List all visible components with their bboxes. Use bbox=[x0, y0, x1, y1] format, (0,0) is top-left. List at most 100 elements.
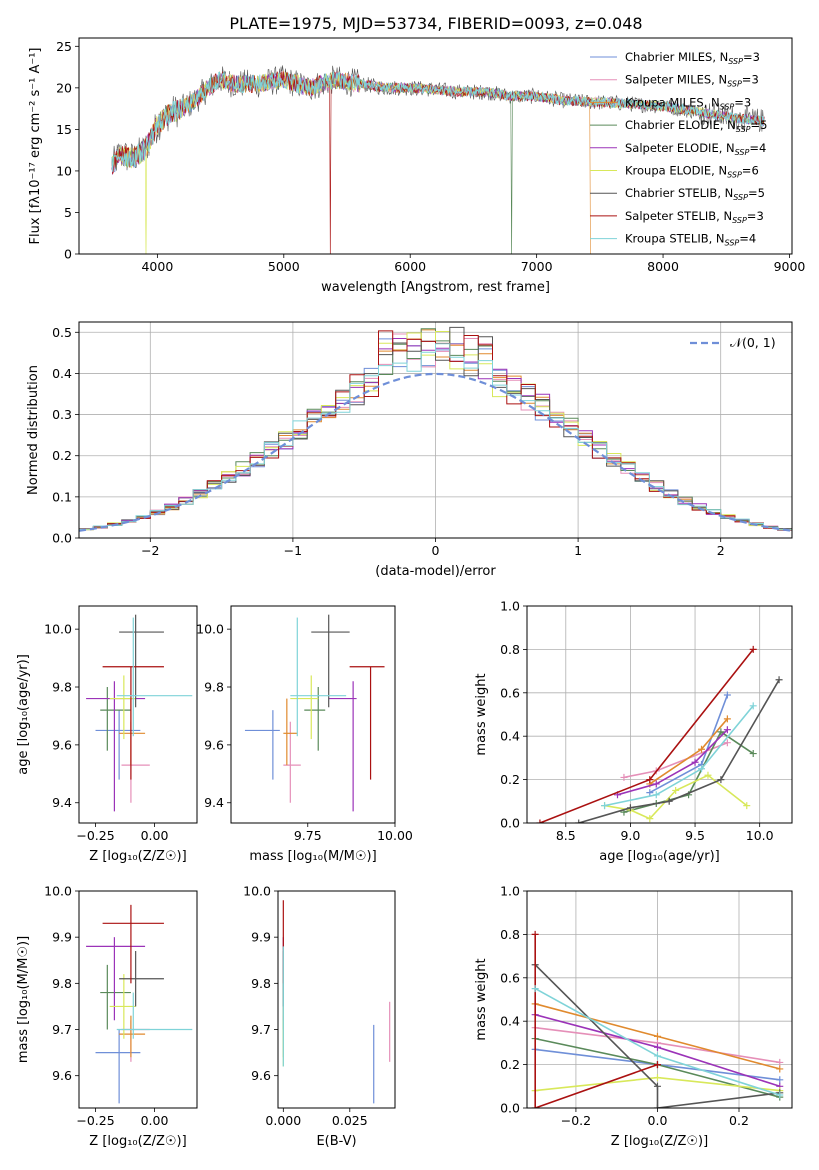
y-axis-label: mass [log₁₀(M/M☉)] bbox=[16, 936, 31, 1063]
plot-area bbox=[111, 65, 765, 254]
legend-n-value: = bbox=[742, 73, 752, 87]
legend-nssp: 6 bbox=[751, 164, 758, 178]
series-marker bbox=[646, 776, 654, 784]
y-tick-label: 10.0 bbox=[44, 884, 72, 899]
x-tick-label: 0.2 bbox=[729, 1113, 749, 1128]
series-2 bbox=[646, 715, 731, 788]
legend-label-8: Kroupa STELIB, NSSP=4 bbox=[625, 232, 756, 248]
ticks: −2 −1 0 1 2 0.0 0.1 0.2 0.3 0.4 0.5 bbox=[52, 325, 725, 558]
series-marker bbox=[723, 715, 731, 723]
y-tick-label: 9.6 bbox=[52, 1068, 72, 1083]
legend-label-normal: 𝒩(0, 1) bbox=[730, 335, 776, 350]
legend-ssp-subscript: SSP bbox=[733, 193, 748, 202]
errorbar-point-2 bbox=[119, 698, 146, 766]
series-4 bbox=[613, 726, 731, 799]
x-tick-label: −2 bbox=[141, 543, 159, 558]
y-tick-label: 0.4 bbox=[52, 366, 72, 381]
y-tick-label: 9.8 bbox=[52, 680, 72, 695]
x-tick-label: 9.5 bbox=[685, 828, 705, 843]
y-tick-label: 25 bbox=[56, 39, 72, 54]
plot-mass_vs_ebv: 0.000 0.025 9.6 9.7 9.8 9.9 10.0 E(B-V) bbox=[243, 884, 396, 1149]
y-tick-label: 9.9 bbox=[52, 930, 72, 945]
axes-frame bbox=[526, 605, 793, 824]
legend-label-4: Salpeter ELODIE, NSSP=4 bbox=[625, 141, 766, 157]
series-marker bbox=[531, 930, 539, 938]
legend-model-name: Kroupa STELIB bbox=[625, 232, 709, 246]
y-tick-label: 9.8 bbox=[52, 976, 72, 991]
series-marker bbox=[672, 786, 680, 794]
ticks: 9.75 10.00 9.4 9.6 9.8 10.0 bbox=[196, 622, 413, 843]
legend-n-label: , N bbox=[704, 95, 720, 109]
y-tick-label: 0.2 bbox=[500, 772, 520, 787]
legend-model-name: Kroupa ELODIE bbox=[625, 164, 711, 178]
series-marker bbox=[776, 1091, 784, 1099]
y-tick-label: 0.3 bbox=[52, 407, 72, 422]
series-8 bbox=[531, 985, 784, 1099]
series-4 bbox=[531, 1011, 784, 1090]
y-tick-label: 9.7 bbox=[52, 1022, 72, 1037]
series-marker bbox=[536, 819, 544, 823]
y-tick-label: 10.0 bbox=[196, 622, 224, 637]
axes-frame bbox=[78, 37, 793, 255]
x-tick-label: 10.0 bbox=[746, 828, 774, 843]
y-tick-label: 10 bbox=[56, 163, 72, 178]
legend-nssp: 4 bbox=[759, 141, 766, 155]
legend-ssp-subscript: SSP bbox=[727, 80, 742, 89]
legend-nssp: 5 bbox=[758, 186, 765, 200]
series-marker bbox=[717, 776, 725, 784]
x-tick-label: −0.2 bbox=[561, 1113, 591, 1128]
errorbar-point-7 bbox=[102, 904, 164, 984]
series-marker bbox=[653, 1032, 661, 1040]
grid bbox=[527, 605, 792, 824]
x-tick-label: 0.00 bbox=[141, 1113, 169, 1128]
axes-frame bbox=[78, 890, 198, 1109]
legend-n-label: , N bbox=[712, 50, 728, 64]
series-marker bbox=[775, 676, 783, 684]
errorbar-point-2 bbox=[283, 698, 298, 766]
legend-model-name: Chabrier MILES bbox=[625, 50, 712, 64]
legend-n-label: , N bbox=[711, 73, 727, 87]
ticks: 4000 5000 6000 7000 8000 9000 0 5 10 15 20 25 bbox=[56, 39, 805, 274]
y-tick-label: 15 bbox=[56, 122, 72, 137]
series-marker bbox=[776, 1065, 784, 1073]
errorbar-point-8 bbox=[116, 992, 193, 1039]
series-marker bbox=[575, 819, 583, 823]
plot-area bbox=[79, 326, 792, 538]
series-marker bbox=[646, 815, 654, 823]
plot-age_vs_mass: 9.75 10.00 9.4 9.6 9.8 10.0 mass [log₁₀(M/M☉)] bbox=[196, 605, 413, 864]
series-7 bbox=[531, 930, 661, 1108]
legend-n-value: = bbox=[734, 95, 744, 109]
x-tick-label: 7000 bbox=[521, 259, 553, 274]
x-axis-label: Z [log₁₀(Z/Z☉)] bbox=[89, 1134, 186, 1149]
legend-n-label: , N bbox=[711, 164, 727, 178]
errorbar-point-6 bbox=[119, 951, 164, 1007]
legend-nssp: 3 bbox=[744, 95, 751, 109]
y-axis-label: Flux [fλ10⁻¹⁷ erg cm⁻² s⁻¹ A⁻¹] bbox=[28, 48, 43, 245]
series-marker bbox=[653, 1052, 661, 1060]
x-tick-label: 8000 bbox=[647, 259, 679, 274]
legend-label-2: Kroupa MILES, NSSP=3 bbox=[625, 95, 751, 111]
series-marker bbox=[653, 1043, 661, 1051]
errorbar-point-0 bbox=[95, 1029, 141, 1104]
plot-area bbox=[282, 900, 391, 1104]
legend-ssp-subscript: SSP bbox=[727, 171, 742, 180]
errorbar-point-4 bbox=[328, 681, 357, 812]
axes-frame bbox=[78, 605, 198, 824]
x-tick-label: 9.75 bbox=[294, 828, 322, 843]
plot-weight_vs_Z: −0.2 0.0 0.2 0.0 0.2 0.4 0.6 0.8 1.0 Z [log₁₀(Z/Z… bbox=[474, 884, 793, 1149]
y-tick-label: 0.0 bbox=[52, 531, 72, 546]
series-marker bbox=[665, 797, 673, 805]
x-axis-label: E(B-V) bbox=[316, 1134, 356, 1149]
legend-nssp: 3 bbox=[753, 50, 760, 64]
errorbar-point-5 bbox=[109, 974, 136, 1039]
x-tick-label: 0.025 bbox=[332, 1113, 368, 1128]
legend-n-value: = bbox=[751, 118, 761, 132]
x-tick-label: 0 bbox=[432, 543, 440, 558]
x-axis-label: wavelength [Angstrom, rest frame] bbox=[321, 280, 550, 295]
legend-label-6: Chabrier STELIB, NSSP=5 bbox=[625, 186, 765, 202]
ticks: −0.25 0.00 9.6 9.7 9.8 9.9 10.0 bbox=[44, 884, 168, 1129]
y-tick-label: 0.4 bbox=[500, 1014, 520, 1029]
series-marker bbox=[531, 1104, 539, 1108]
series-marker bbox=[652, 791, 660, 799]
